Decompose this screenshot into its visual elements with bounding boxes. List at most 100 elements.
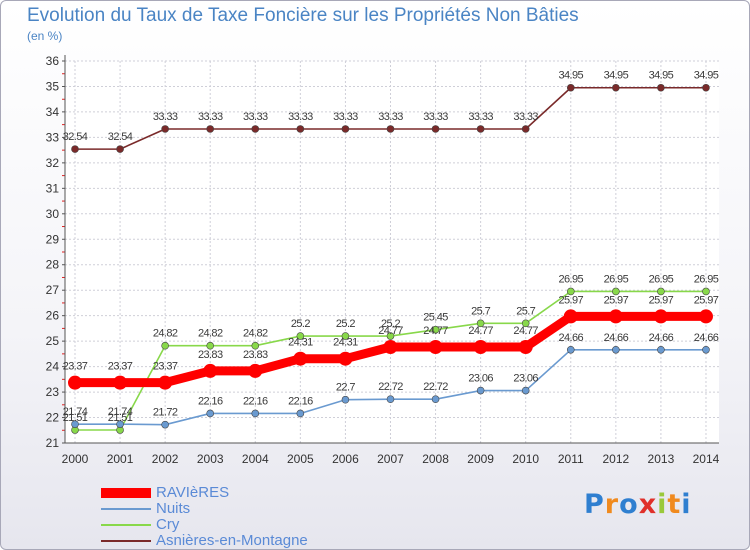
data-label: 26.95 bbox=[604, 273, 629, 285]
data-point bbox=[206, 409, 215, 418]
y-tick-label: 33 bbox=[46, 130, 60, 144]
data-labels: 32.54 32.54 33.33 33.33 33.33 33.33 33.33 33.33… bbox=[63, 70, 720, 424]
axes: 21 22 23 24 25 26 27 28 29 30 31 32 33 34 35 36 2000 2001… bbox=[46, 54, 720, 466]
data-label: 25.2 bbox=[336, 318, 355, 330]
data-label: 26.95 bbox=[694, 273, 719, 285]
data-label: 33.33 bbox=[288, 111, 313, 123]
data-point bbox=[251, 409, 260, 418]
legend-item: Cry bbox=[101, 516, 361, 533]
data-point bbox=[341, 125, 350, 133]
data-label: 21.74 bbox=[63, 406, 88, 418]
chart-unit: (en %) bbox=[27, 29, 63, 43]
y-tick-label: 32 bbox=[46, 156, 60, 170]
legend-swatch bbox=[101, 524, 151, 526]
data-point bbox=[251, 341, 260, 350]
data-point bbox=[158, 375, 173, 390]
data-point bbox=[383, 339, 398, 354]
data-label: 24.66 bbox=[604, 332, 629, 344]
y-tick-label: 29 bbox=[46, 232, 60, 246]
data-label: 24.82 bbox=[243, 328, 268, 340]
data-label: 26.95 bbox=[559, 273, 584, 285]
brand-letter: i bbox=[657, 489, 668, 520]
x-tick-label: 2004 bbox=[242, 452, 269, 466]
legend-label: Cry bbox=[156, 516, 180, 533]
data-point bbox=[612, 345, 620, 354]
data-label: 25.97 bbox=[559, 294, 584, 306]
data-point bbox=[116, 420, 124, 428]
data-point bbox=[612, 287, 620, 296]
data-label: 34.95 bbox=[694, 70, 719, 82]
data-point bbox=[657, 287, 665, 296]
data-label: 25.97 bbox=[649, 294, 674, 306]
data-point bbox=[68, 375, 82, 390]
x-tick-label: 2012 bbox=[602, 452, 629, 466]
data-label: 24.66 bbox=[649, 332, 674, 344]
x-tick-label: 2000 bbox=[62, 452, 89, 466]
data-point bbox=[431, 395, 440, 403]
data-label: 34.95 bbox=[649, 70, 674, 82]
data-point bbox=[203, 363, 218, 378]
brand-letter: i bbox=[681, 489, 692, 520]
legend-swatch bbox=[101, 540, 151, 542]
data-point bbox=[116, 145, 124, 153]
y-tick-label: 27 bbox=[46, 283, 60, 297]
data-point bbox=[248, 363, 263, 378]
x-tick-label: 2014 bbox=[693, 452, 720, 466]
data-label: 24.66 bbox=[559, 332, 584, 344]
y-tick-label: 28 bbox=[46, 258, 60, 272]
brand-letter: o bbox=[619, 489, 639, 520]
data-point bbox=[563, 309, 578, 324]
data-label: 22.72 bbox=[423, 381, 448, 393]
x-tick-label: 2007 bbox=[377, 452, 404, 466]
legend-label: Nuits bbox=[156, 500, 191, 517]
data-point bbox=[296, 409, 305, 418]
data-label: 25.7 bbox=[471, 305, 490, 317]
y-tick-label: 30 bbox=[46, 207, 60, 221]
data-label: 32.54 bbox=[108, 131, 133, 143]
data-point bbox=[566, 345, 575, 354]
brand-letter: t bbox=[667, 489, 682, 520]
data-point bbox=[296, 125, 305, 133]
data-point bbox=[161, 125, 169, 133]
data-point bbox=[341, 332, 350, 340]
data-point bbox=[657, 83, 665, 92]
legend-swatch bbox=[101, 508, 151, 510]
data-label: 21.74 bbox=[108, 406, 133, 418]
data-point bbox=[386, 125, 395, 133]
y-tick-label: 23 bbox=[46, 385, 60, 399]
data-point bbox=[566, 287, 575, 296]
data-point bbox=[338, 351, 353, 366]
data-point bbox=[428, 339, 443, 354]
data-point bbox=[386, 395, 395, 403]
x-tick-label: 2003 bbox=[197, 452, 224, 466]
data-label: 24.77 bbox=[423, 325, 448, 337]
data-label: 24.31 bbox=[333, 337, 358, 349]
legend-item: RAVIèRES bbox=[101, 484, 361, 501]
data-point bbox=[71, 420, 79, 428]
data-label: 24.31 bbox=[288, 337, 313, 349]
data-label: 25.45 bbox=[423, 312, 448, 324]
x-tick-label: 2005 bbox=[287, 452, 314, 466]
data-point bbox=[702, 287, 710, 296]
data-point bbox=[206, 341, 215, 350]
data-point bbox=[608, 309, 623, 324]
data-point bbox=[476, 386, 485, 395]
y-tick-label: 25 bbox=[46, 334, 60, 348]
data-label: 33.33 bbox=[513, 111, 538, 123]
data-label: 21.51 bbox=[63, 412, 88, 424]
data-label: 25.97 bbox=[694, 294, 719, 306]
data-point bbox=[702, 83, 710, 92]
data-point bbox=[566, 83, 575, 92]
data-label: 25.7 bbox=[516, 305, 535, 317]
legend-item: Asnières-en-Montagne bbox=[101, 532, 361, 549]
y-tick-label: 35 bbox=[46, 79, 60, 93]
y-tick-label: 22 bbox=[46, 411, 60, 425]
y-tick-label: 36 bbox=[46, 54, 60, 68]
data-point bbox=[251, 125, 260, 133]
brand-letter: r bbox=[604, 489, 620, 520]
x-tick-label: 2010 bbox=[512, 452, 539, 466]
brand-letter: P bbox=[584, 489, 605, 520]
legend-label: RAVIèRES bbox=[156, 484, 230, 501]
data-point bbox=[476, 319, 485, 328]
